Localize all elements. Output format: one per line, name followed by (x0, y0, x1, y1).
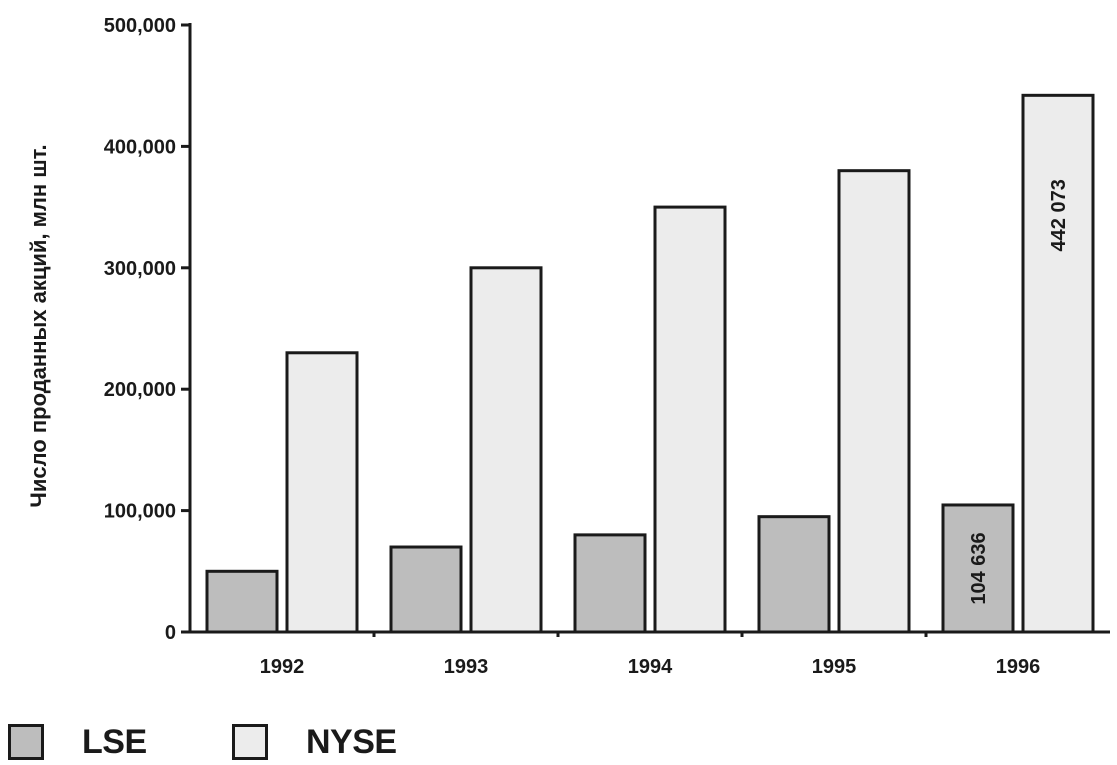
bar-lse-1995 (757, 515, 831, 634)
y-tick-label: 100,000 (104, 501, 176, 523)
bar-lse-1992 (205, 569, 279, 634)
legend-swatch (8, 724, 44, 760)
bar-nyse-1996 (1021, 93, 1095, 634)
bar-nyse-1993 (469, 266, 543, 634)
data-label-nyse-1996: 442 073 (1048, 179, 1070, 251)
bar-lse-1994 (573, 533, 647, 634)
data-label-lse-1996: 104 636 (968, 532, 990, 604)
legend-item-nyse: NYSE (232, 722, 397, 762)
y-tick-label: 300,000 (104, 258, 176, 280)
bar-nyse-1992 (285, 351, 359, 634)
x-category-label: 1992 (260, 656, 305, 678)
y-tick-label: 0 (165, 622, 176, 644)
legend-swatch (232, 724, 268, 760)
y-tick-label: 400,000 (104, 136, 176, 158)
x-category-label: 1994 (628, 656, 673, 678)
x-category-label: 1996 (996, 656, 1041, 678)
y-tick-label: 200,000 (104, 379, 176, 401)
legend-label: NYSE (306, 722, 397, 761)
x-category-label: 1993 (444, 656, 489, 678)
legend-item-lse: LSE (8, 722, 147, 762)
bar-nyse-1995 (837, 169, 911, 634)
bar-chart: Число проданных акций, млн шт. 0 100,000 2… (26, 15, 1110, 678)
x-category-label: 1995 (812, 656, 857, 678)
legend: LSE NYSE (0, 722, 1117, 762)
bar-nyse-1994 (653, 205, 727, 634)
bar-lse-1993 (389, 545, 463, 634)
y-axis-label: Число проданных акций, млн шт. (26, 144, 51, 507)
legend-label: LSE (82, 722, 147, 761)
y-tick-label: 500,000 (104, 15, 176, 37)
